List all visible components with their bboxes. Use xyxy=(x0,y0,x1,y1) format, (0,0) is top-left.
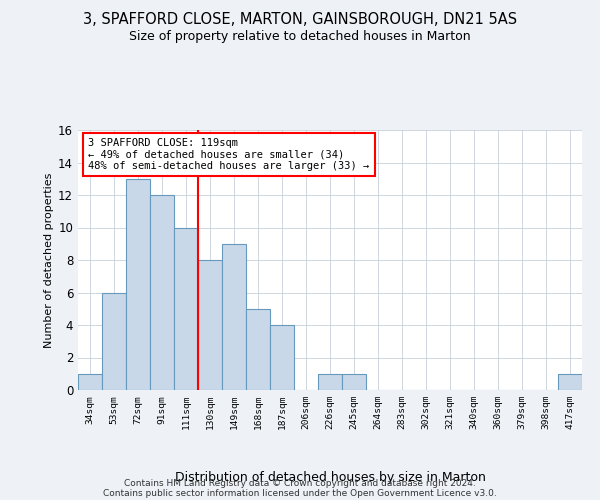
Bar xyxy=(270,325,294,390)
Text: 3, SPAFFORD CLOSE, MARTON, GAINSBOROUGH, DN21 5AS: 3, SPAFFORD CLOSE, MARTON, GAINSBOROUGH,… xyxy=(83,12,517,28)
Bar xyxy=(126,179,150,390)
Text: Contains HM Land Registry data © Crown copyright and database right 2024.: Contains HM Land Registry data © Crown c… xyxy=(124,478,476,488)
Text: Size of property relative to detached houses in Marton: Size of property relative to detached ho… xyxy=(129,30,471,43)
Bar xyxy=(342,374,366,390)
X-axis label: Distribution of detached houses by size in Marton: Distribution of detached houses by size … xyxy=(175,471,485,484)
Text: Contains public sector information licensed under the Open Government Licence v3: Contains public sector information licen… xyxy=(103,488,497,498)
Bar xyxy=(78,374,102,390)
Bar xyxy=(318,374,342,390)
Bar xyxy=(558,374,582,390)
Y-axis label: Number of detached properties: Number of detached properties xyxy=(44,172,54,348)
Bar xyxy=(102,292,126,390)
Bar xyxy=(222,244,246,390)
Bar xyxy=(150,195,174,390)
Bar xyxy=(174,228,198,390)
Text: 3 SPAFFORD CLOSE: 119sqm
← 49% of detached houses are smaller (34)
48% of semi-d: 3 SPAFFORD CLOSE: 119sqm ← 49% of detach… xyxy=(88,138,370,171)
Bar xyxy=(198,260,222,390)
Bar xyxy=(246,308,270,390)
